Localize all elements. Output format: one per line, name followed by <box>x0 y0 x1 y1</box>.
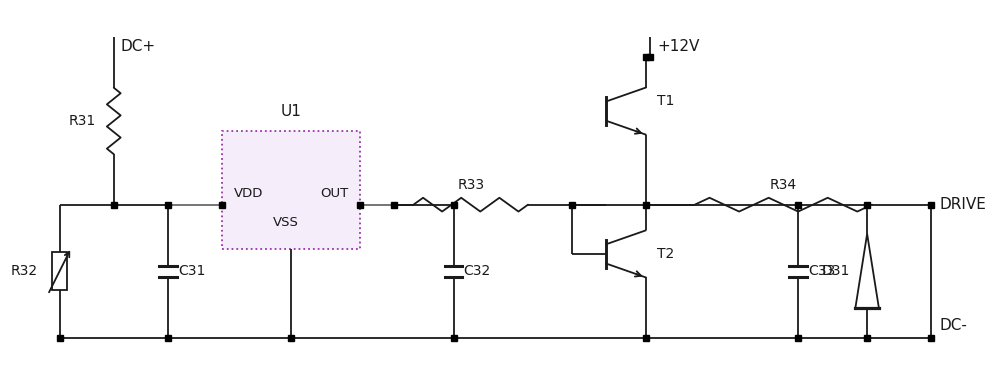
Text: R31: R31 <box>69 114 96 128</box>
Text: C31: C31 <box>178 264 205 278</box>
Text: T1: T1 <box>657 94 675 108</box>
Bar <box>222 131 360 249</box>
Text: VDD: VDD <box>234 187 263 200</box>
Bar <box>52 253 67 290</box>
Text: OUT: OUT <box>320 187 348 200</box>
Text: +12V: +12V <box>657 39 700 54</box>
Text: U1: U1 <box>281 104 301 119</box>
Text: DC+: DC+ <box>121 39 156 54</box>
Text: C32: C32 <box>463 264 491 278</box>
Text: R33: R33 <box>457 178 484 192</box>
Text: R34: R34 <box>770 178 797 192</box>
Text: R32: R32 <box>11 264 38 278</box>
Text: DC-: DC- <box>939 318 967 333</box>
Polygon shape <box>855 234 879 308</box>
Text: D31: D31 <box>822 264 850 278</box>
Text: C33: C33 <box>808 264 835 278</box>
Text: VSS: VSS <box>273 216 299 230</box>
Text: DRIVE: DRIVE <box>939 197 986 212</box>
Text: T2: T2 <box>657 247 675 261</box>
